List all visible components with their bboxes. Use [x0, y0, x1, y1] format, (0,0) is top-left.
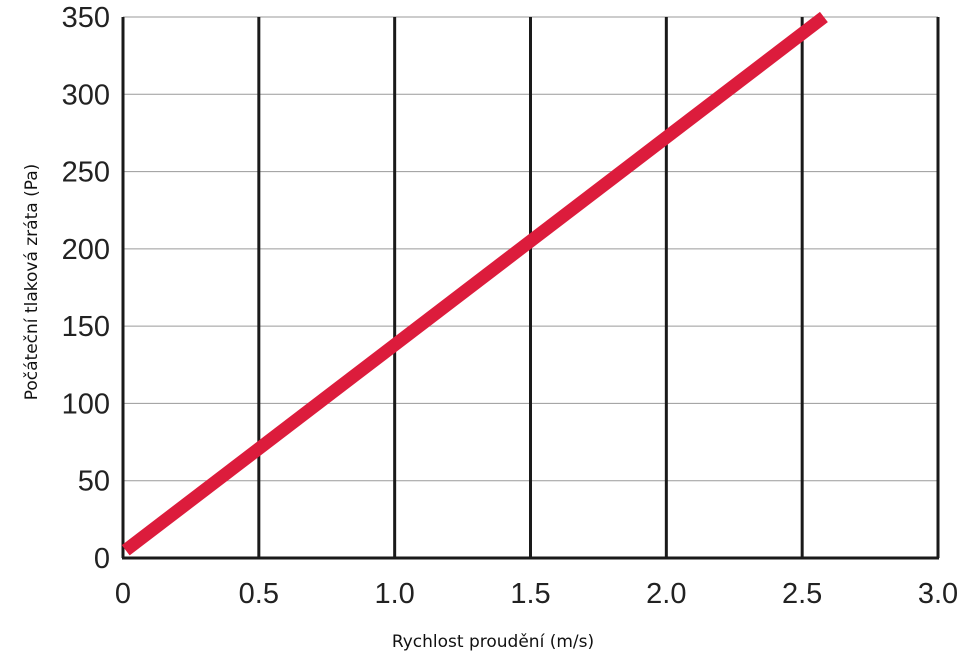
y-tick-label: 0 [94, 543, 110, 575]
x-tick-labels: 0 0.5 1.0 1.5 2.0 2.5 3.0 [115, 578, 958, 610]
x-tick-label: 0.5 [239, 578, 279, 610]
data-series [121, 11, 828, 556]
x-tick-label: 1.0 [375, 578, 415, 610]
y-tick-label: 350 [62, 2, 110, 34]
x-tick-label: 0 [115, 578, 131, 610]
y-tick-label: 200 [62, 234, 110, 266]
x-tick-label: 3.0 [918, 578, 958, 610]
y-tick-label: 150 [62, 311, 110, 343]
y-tick-label: 300 [62, 79, 110, 111]
x-tick-label: 2.5 [782, 578, 822, 610]
x-tick-label: 1.5 [510, 578, 550, 610]
y-tick-label: 100 [62, 388, 110, 420]
vertical-gridlines [257, 17, 940, 558]
y-axis-title: Počáteční tlaková zráta (Pa) [22, 164, 42, 401]
y-tick-label: 250 [62, 157, 110, 189]
y-tick-labels: 0 50 100 150 200 250 300 350 [62, 2, 110, 575]
x-tick-label: 2.0 [646, 578, 686, 610]
y-tick-label: 50 [78, 466, 110, 498]
axes [121, 17, 939, 560]
series-line-0 [121, 11, 828, 556]
x-axis-title: Rychlost proudění (m/s) [392, 632, 594, 652]
